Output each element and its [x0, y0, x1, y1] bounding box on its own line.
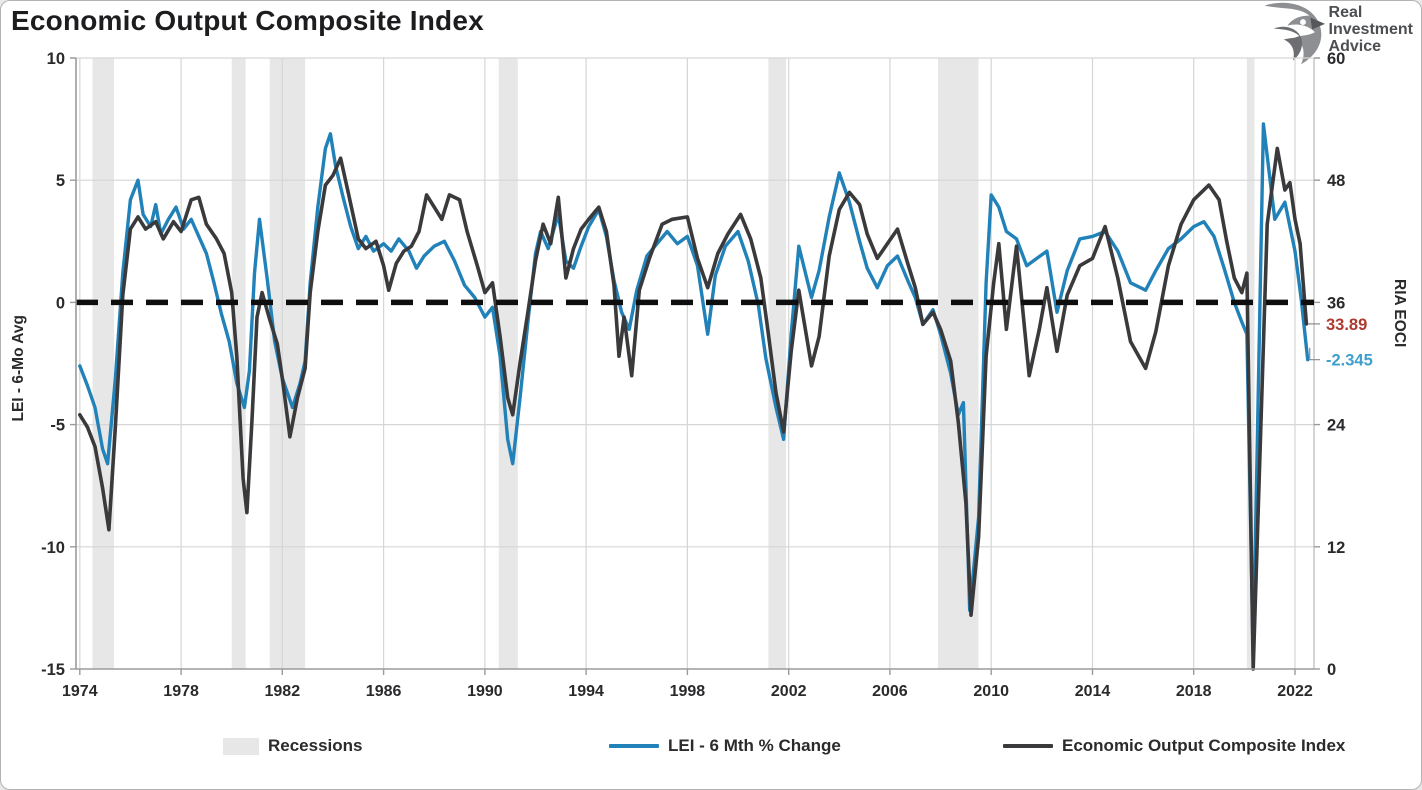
- lei-line-series: [78, 122, 1310, 659]
- x-axis-tick-label: 2006: [872, 683, 908, 700]
- legend-label-eoci: Economic Output Composite Index: [1062, 736, 1346, 755]
- lei-value-leader: [1309, 347, 1320, 361]
- x-axis-tick-label: 1982: [265, 683, 301, 700]
- left-axis-tick-label: -5: [50, 417, 65, 435]
- right-axis-tick-label: 36: [1327, 294, 1345, 312]
- right-axis-tick-label: 60: [1327, 50, 1345, 68]
- left-axis-tick-label: 10: [47, 50, 65, 68]
- left-axis-tick-label: 0: [56, 294, 65, 312]
- x-axis-tick-label: 1974: [62, 683, 98, 700]
- eagle-icon: [1264, 2, 1325, 65]
- x-axis-tick-label: 1990: [467, 683, 503, 700]
- eoci-line-swatch: [1003, 744, 1053, 748]
- eoci-last-value-label: 33.89: [1326, 316, 1367, 334]
- legend-label-recessions: Recessions: [268, 736, 363, 755]
- brand-logo: Real Investment Advice: [1255, 1, 1413, 67]
- logo-line: Advice: [1328, 38, 1381, 55]
- x-axis-tick-label: 1994: [568, 683, 604, 700]
- logo-wordmark: Real Investment Advice: [1329, 4, 1413, 55]
- recession-band: [768, 58, 787, 669]
- x-axis-tick-label: 1978: [163, 683, 199, 700]
- left-axis-tick-label: -10: [41, 539, 65, 557]
- left-axis-tick-label: 5: [56, 172, 65, 190]
- x-axis-tick-label: 2010: [973, 683, 1009, 700]
- right-axis-tick-label: 48: [1327, 172, 1345, 190]
- left-axis-title: LEI - 6-Mo Avg: [10, 315, 27, 422]
- right-axis-tick-label: 24: [1327, 417, 1346, 435]
- x-axis-tick-label: 2022: [1277, 683, 1313, 700]
- x-axis-tick-label: 2002: [771, 683, 807, 700]
- lei-last-value-label: -2.345: [1326, 352, 1373, 370]
- recession-band: [92, 58, 114, 669]
- legend-label-lei: LEI - 6 Mth % Change: [668, 736, 841, 755]
- recession-band: [1246, 58, 1255, 669]
- right-axis-tick-label: 12: [1327, 539, 1345, 557]
- chart-title: Economic Output Composite Index: [11, 5, 484, 36]
- legend-item-lei: LEI - 6 Mth % Change: [609, 732, 841, 760]
- x-axis-tick-label: 1998: [670, 683, 706, 700]
- right-axis-title: RIA EOCI: [1391, 279, 1408, 347]
- lei-line-swatch: [609, 744, 659, 748]
- recession-band: [269, 58, 306, 669]
- logo-line: Investment: [1328, 21, 1413, 38]
- logo-line: Real: [1328, 4, 1363, 21]
- x-axis-tick-label: 2014: [1075, 683, 1111, 700]
- right-axis-tick-label: 0: [1327, 661, 1336, 679]
- x-axis-tick-label: 2018: [1176, 683, 1212, 700]
- x-axis-tick-label: 1986: [366, 683, 402, 700]
- legend-item-eoci: Economic Output Composite Index: [1003, 732, 1345, 760]
- legend-item-recessions: Recessions: [223, 732, 363, 760]
- left-axis-tick-label: -15: [41, 661, 65, 679]
- recession-band: [938, 58, 979, 669]
- eoci-line-series: [78, 146, 1309, 671]
- recession-band: [498, 58, 518, 669]
- recession-swatch: [223, 737, 259, 755]
